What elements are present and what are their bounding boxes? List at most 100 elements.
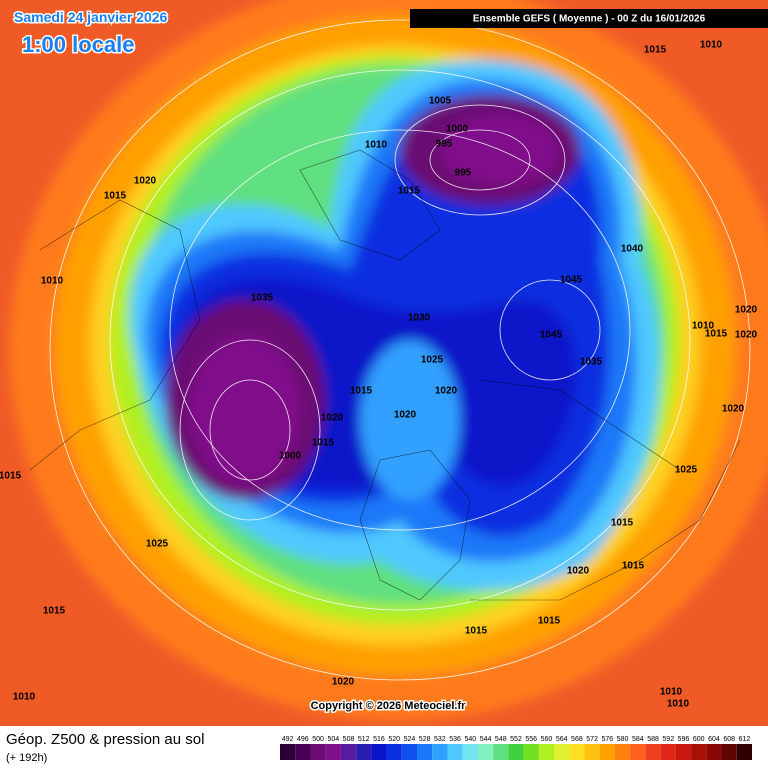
footer-lead: (+ 192h) (6, 752, 47, 764)
geopotential-field (0, 0, 768, 740)
colorbar-label: 536 (449, 736, 461, 743)
copyright: Copyright © 2026 Meteociel.fr (311, 700, 467, 712)
colorbar-label: 516 (373, 736, 385, 743)
colorbar-label: 548 (495, 736, 507, 743)
isobar-label: 1015 (705, 329, 728, 340)
colorbar-label: 528 (419, 736, 431, 743)
colorbar-label: 512 (358, 736, 370, 743)
colorbar-swatch (401, 744, 418, 760)
colorbar-swatch (614, 744, 631, 760)
isobar-label: 1020 (134, 176, 157, 187)
colorbar-swatch (325, 744, 341, 760)
isobar-label: 1045 (540, 330, 563, 341)
colorbar-swatch (645, 744, 661, 760)
colorbar-label: 540 (464, 736, 476, 743)
colorbar-swatch (371, 744, 387, 760)
isobar-label: 995 (455, 168, 472, 179)
colorbar-label: 604 (708, 736, 720, 743)
colorbar-swatch (447, 744, 463, 760)
isobar-label: 1015 (0, 471, 22, 482)
colorbar-swatch (569, 744, 585, 760)
colorbar-swatch (310, 744, 326, 760)
isobar-label: 1010 (13, 692, 36, 703)
colorbar-label: 524 (404, 736, 416, 743)
colorbar-label: 508 (343, 736, 355, 743)
colorbar-label: 576 (602, 736, 614, 743)
isobar-label: 1025 (146, 539, 169, 550)
colorbar-label: 608 (723, 736, 735, 743)
colorbar-swatch (554, 744, 570, 760)
colorbar-label: 504 (327, 736, 339, 743)
colorbar-swatch (584, 744, 600, 760)
colorbar-swatch (660, 744, 676, 760)
colorbar-label: 596 (678, 736, 690, 743)
colorbar-swatch (736, 744, 752, 760)
colorbar-swatch (630, 744, 646, 760)
isobar-label: 1020 (394, 410, 417, 421)
isobar-label: 1005 (429, 96, 452, 107)
colorbar-label: 552 (510, 736, 522, 743)
local-time: 1:00 locale (22, 32, 135, 57)
colorbar-label: 580 (617, 736, 629, 743)
colorbar-label: 588 (647, 736, 659, 743)
colorbar-swatch (295, 744, 311, 760)
isobar-label: 1015 (622, 561, 645, 572)
isobar-label: 1015 (312, 438, 335, 449)
colorbar-swatch (477, 744, 494, 760)
colorbar-swatch (493, 744, 509, 760)
isobar-label: 995 (436, 139, 453, 150)
colorbar-swatch (432, 744, 448, 760)
run-banner (410, 9, 768, 28)
isobar-label: 1020 (567, 566, 590, 577)
isobar-label: 1020 (735, 305, 758, 316)
isobar-label: 1015 (644, 45, 667, 56)
footer-title: Géop. Z500 & pression au sol (6, 731, 204, 748)
colorbar-label: 496 (297, 736, 309, 743)
colorbar-label: 492 (282, 736, 294, 743)
colorbar-label: 572 (586, 736, 598, 743)
isobar-label: 1000 (446, 124, 469, 135)
isobar-label: 1025 (675, 465, 698, 476)
colorbar-label: 584 (632, 736, 644, 743)
isobar-label: 1025 (421, 355, 444, 366)
colorbar-swatch (280, 744, 296, 760)
isobar-label: 1010 (692, 321, 715, 332)
isobar-label: 1035 (580, 357, 603, 368)
isobar-label: 1015 (538, 616, 561, 627)
colorbar-swatch (386, 744, 402, 760)
isobar-label: 1045 (560, 275, 583, 286)
colorbar-swatch (538, 744, 555, 760)
isobar-label: 1010 (667, 699, 690, 710)
isobar-label: 1030 (408, 313, 431, 324)
isobar-label: 1020 (735, 330, 758, 341)
colorbar-swatch (523, 744, 539, 760)
colorbar-label: 600 (693, 736, 705, 743)
colorbar: 492 496 500 504 508 512 516 520 524 528 532 536 540 5… (280, 736, 752, 760)
isobar-label: 1015 (398, 186, 421, 197)
isobar-label: 1010 (700, 40, 723, 51)
isobar-label: 1020 (722, 404, 745, 415)
colorbar-label: 500 (312, 736, 324, 743)
isobar-label: 1015 (465, 626, 488, 637)
isobar-label: 1020 (332, 677, 355, 688)
colorbar-label: 532 (434, 736, 446, 743)
colorbar-swatch (508, 744, 524, 760)
colorbar-swatch (417, 744, 433, 760)
colorbar-label: 592 (662, 736, 674, 743)
colorbar-label: 564 (556, 736, 568, 743)
isobar-label: 1010 (365, 140, 388, 151)
coastlines (29, 149, 741, 601)
isobar-label: 1020 (321, 413, 344, 424)
isobar-label: 1040 (621, 244, 644, 255)
colorbar-swatch (462, 744, 478, 760)
date-title: Samedi 24 janvier 2026 (14, 9, 168, 25)
colorbar-label: 556 (525, 736, 537, 743)
colorbar-swatch (340, 744, 357, 760)
isobar-label: 1035 (251, 293, 274, 304)
colorbar-swatch (691, 744, 707, 760)
isobars (49, 19, 751, 681)
colorbar-label: 520 (388, 736, 400, 743)
